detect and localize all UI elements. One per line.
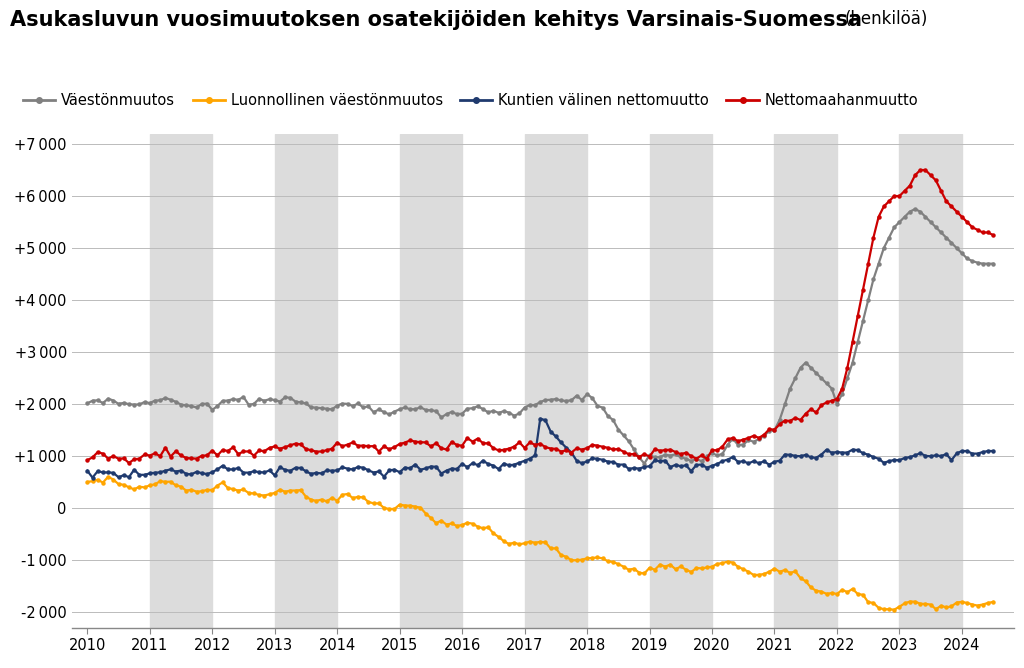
Väestönmuutos <box>909 205 922 213</box>
Line: Kuntien välinen nettomuutto: Kuntien välinen nettomuutto <box>86 417 994 479</box>
Line: Nettomaahanmuutto: Nettomaahanmuutto <box>86 168 994 464</box>
Nettomaahanmuutto <box>680 449 692 457</box>
Nettomaahanmuutto <box>123 459 135 467</box>
Bar <box>524 134 587 628</box>
Kuntien välinen nettomuutto <box>86 474 98 482</box>
Luonnollinen väestönmuutos <box>680 566 692 574</box>
Text: Asukasluvun vuosimuutoksen osatekijöiden kehitys Varsinais-Suomessa: Asukasluvun vuosimuutoksen osatekijöiden… <box>10 10 862 30</box>
Väestönmuutos <box>341 400 353 408</box>
Line: Väestönmuutos: Väestönmuutos <box>86 208 994 465</box>
Nettomaahanmuutto <box>914 166 927 174</box>
Nettomaahanmuutto <box>347 438 359 446</box>
Bar <box>774 134 837 628</box>
Kuntien välinen nettomuutto <box>857 449 869 457</box>
Luonnollinen väestönmuutos <box>987 598 999 606</box>
Nettomaahanmuutto <box>987 231 999 239</box>
Luonnollinen väestönmuutos <box>347 494 359 502</box>
Bar <box>274 134 337 628</box>
Kuntien välinen nettomuutto <box>81 467 93 475</box>
Väestönmuutos <box>398 403 411 411</box>
Luonnollinen väestönmuutos <box>160 478 172 486</box>
Kuntien välinen nettomuutto <box>535 415 547 423</box>
Nettomaahanmuutto <box>758 431 770 439</box>
Bar <box>649 134 712 628</box>
Väestönmuutos <box>638 460 650 468</box>
Kuntien välinen nettomuutto <box>160 467 172 475</box>
Bar <box>150 134 212 628</box>
Luonnollinen väestönmuutos <box>403 502 416 510</box>
Bar <box>899 134 962 628</box>
Luonnollinen väestönmuutos <box>758 570 770 578</box>
Kuntien välinen nettomuutto <box>987 447 999 455</box>
Väestönmuutos <box>680 455 692 463</box>
Väestönmuutos <box>852 338 864 346</box>
Kuntien välinen nettomuutto <box>347 466 359 474</box>
Väestönmuutos <box>758 432 770 440</box>
Legend: Väestönmuutos, Luonnollinen väestönmuutos, Kuntien välinen nettomuutto, Nettomaa: Väestönmuutos, Luonnollinen väestönmuuto… <box>17 88 924 114</box>
Nettomaahanmuutto <box>160 444 172 452</box>
Luonnollinen väestönmuutos <box>81 478 93 486</box>
Kuntien välinen nettomuutto <box>685 467 697 475</box>
Nettomaahanmuutto <box>403 436 416 444</box>
Bar <box>399 134 462 628</box>
Väestönmuutos <box>81 399 93 407</box>
Väestönmuutos <box>154 396 166 404</box>
Kuntien välinen nettomuutto <box>403 464 416 472</box>
Väestönmuutos <box>987 260 999 268</box>
Nettomaahanmuutto <box>852 312 864 320</box>
Line: Luonnollinen väestönmuutos: Luonnollinen väestönmuutos <box>86 475 994 611</box>
Kuntien välinen nettomuutto <box>763 461 775 469</box>
Nettomaahanmuutto <box>81 456 93 464</box>
Text: (henkilöä): (henkilöä) <box>845 10 928 28</box>
Luonnollinen väestönmuutos <box>102 473 115 481</box>
Luonnollinen väestönmuutos <box>888 606 900 614</box>
Luonnollinen väestönmuutos <box>852 590 864 598</box>
